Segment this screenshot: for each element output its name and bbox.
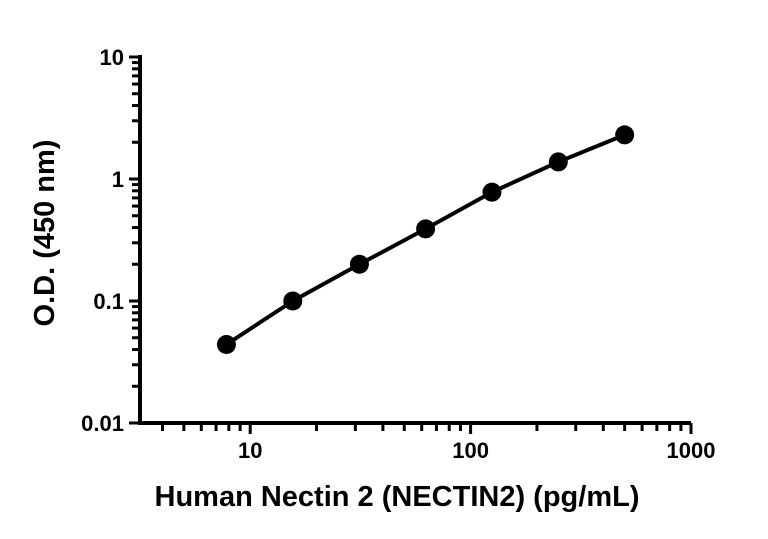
y-tick-label: 1 <box>112 167 124 192</box>
standard-curve-series <box>216 125 635 354</box>
data-point-marker <box>349 254 369 274</box>
data-point-marker <box>482 182 502 202</box>
data-point-marker <box>416 219 436 239</box>
axis-ticks <box>129 55 693 434</box>
y-axis-title: O.D. (450 nm) <box>29 140 61 327</box>
x-axis-title: Human Nectin 2 (NECTIN2) (pg/mL) <box>155 481 640 513</box>
y-tick-label: 10 <box>100 45 124 70</box>
y-tick-label: 0.1 <box>93 289 124 314</box>
axis-spine <box>138 55 691 425</box>
data-point-marker <box>548 152 568 172</box>
data-point-marker <box>283 291 303 311</box>
x-tick-label: 10 <box>238 438 262 463</box>
data-point-marker <box>615 125 635 145</box>
data-point-marker <box>216 334 236 354</box>
x-tick-label: 1000 <box>667 438 716 463</box>
y-tick-label: 0.01 <box>81 411 124 436</box>
axis-tick-labels: 10 100 1000 0.01 0.1 1 10 <box>81 45 715 463</box>
x-tick-label: 100 <box>452 438 489 463</box>
axis-spines <box>138 55 691 425</box>
